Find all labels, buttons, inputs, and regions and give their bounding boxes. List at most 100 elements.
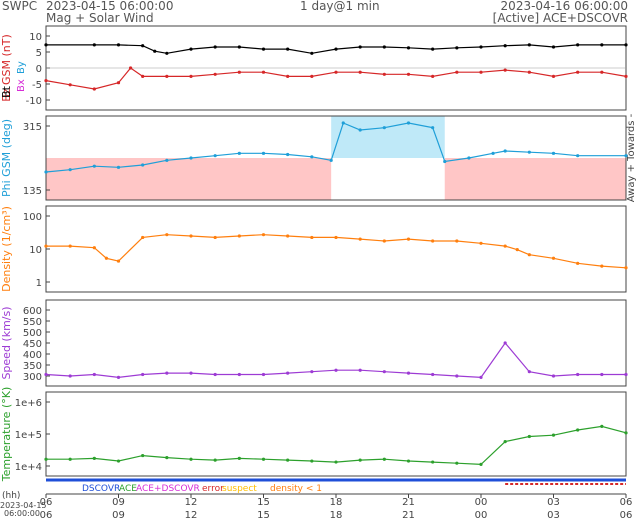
data-point-temperature — [68, 457, 72, 461]
time-tick-label: 12 — [185, 497, 198, 508]
source-legend-item: density < 1 — [270, 484, 322, 494]
time-tick-label: 03 — [547, 497, 560, 508]
data-point-speed — [310, 370, 314, 374]
data-point-density — [92, 246, 96, 250]
time-tick-label: 06 — [40, 497, 53, 508]
data-point-bz-gsm — [310, 74, 314, 78]
panel-frame-density — [45, 205, 627, 293]
data-point-temperature — [624, 431, 628, 435]
data-point-speed — [165, 371, 169, 375]
data-point-phi-gsm — [358, 128, 362, 132]
time-axis-date: 2023-04-15 — [0, 501, 47, 510]
data-point-bt — [165, 51, 169, 55]
data-point-density — [455, 239, 459, 243]
data-point-bz-gsm — [479, 70, 483, 74]
data-point-density — [165, 233, 169, 237]
data-point-bt — [261, 47, 266, 51]
data-point-bz-gsm — [68, 83, 72, 87]
data-point-temperature — [406, 459, 411, 463]
data-point-density — [431, 239, 435, 243]
data-point-bz-gsm — [551, 74, 556, 78]
data-point-bt — [358, 45, 362, 49]
data-point-density — [44, 244, 48, 248]
data-point-density — [600, 264, 604, 268]
data-point-speed — [116, 375, 121, 379]
data-point-density — [286, 234, 290, 238]
data-point-bt — [237, 45, 241, 49]
data-source: [Active] ACE+DSCOVR — [492, 11, 628, 25]
data-point-phi-gsm — [116, 165, 121, 169]
data-point-speed — [551, 374, 556, 378]
data-point-bt — [551, 45, 556, 49]
data-point-density — [141, 235, 145, 240]
data-point-bt — [503, 44, 507, 48]
data-point-phi-gsm — [165, 158, 169, 162]
data-point-bt — [455, 46, 459, 50]
data-point-speed — [455, 374, 459, 378]
data-point-bz-gsm — [382, 72, 386, 76]
data-point-speed — [503, 341, 507, 345]
data-point-phi-gsm — [576, 154, 580, 158]
data-point-temperature — [286, 458, 290, 462]
data-point-bt — [382, 45, 386, 49]
source-legend-item: ACE+DSCOVR — [136, 484, 200, 494]
data-point-bz-gsm — [455, 70, 459, 74]
source-legend-item: suspect — [222, 484, 257, 494]
data-point-speed — [600, 372, 604, 377]
y-tick-label: 10 — [29, 32, 42, 43]
data-point-density — [515, 248, 519, 252]
data-point-bt — [527, 43, 531, 47]
data-point-density — [261, 233, 266, 237]
y-tick-label: 10 — [29, 245, 42, 256]
data-point-density — [479, 241, 483, 245]
start-time: 2023-04-15 06:00:00 — [46, 0, 174, 13]
data-point-phi-gsm — [261, 151, 266, 155]
data-point-bz-gsm — [213, 72, 217, 76]
phi-towards-region — [444, 158, 626, 200]
data-point-bz-gsm — [92, 87, 96, 91]
data-point-bt — [431, 47, 435, 51]
y-tick-label: 1 — [36, 278, 42, 289]
y-tick-label: 500 — [23, 328, 42, 339]
time-tick-label-bottom: 12 — [185, 510, 198, 520]
data-point-temperature — [431, 460, 435, 464]
data-point-bz-gsm — [503, 68, 507, 72]
data-point-speed — [44, 372, 48, 377]
data-point-phi-gsm — [503, 149, 507, 153]
data-point-phi-gsm — [431, 126, 435, 130]
data-point-bt — [406, 46, 411, 50]
away-towards-label: Away + Towards - — [626, 113, 637, 202]
axis-label-phi: Phi GSM (deg) — [0, 119, 13, 197]
time-tick-label: 00 — [475, 497, 488, 508]
data-point-temperature — [576, 428, 580, 432]
source-legend-item: DSCOVR — [82, 484, 120, 494]
data-point-phi-gsm — [92, 164, 96, 168]
data-point-bt — [479, 45, 483, 49]
y-tick-label: 300 — [23, 372, 42, 383]
data-point-temperature — [165, 456, 169, 460]
y-tick-label: 135 — [23, 186, 42, 197]
series-line-phi-gsm — [45, 122, 626, 173]
y-tick-label: -5 — [32, 80, 42, 91]
series-line-bz-gsm — [45, 67, 627, 90]
data-point-phi-gsm — [491, 151, 495, 155]
data-point-bt — [116, 43, 121, 47]
data-point-bz-gsm — [237, 70, 241, 74]
data-point-temperature — [479, 462, 483, 466]
y-tick-label: 5 — [36, 48, 42, 59]
data-point-density — [310, 235, 314, 240]
data-point-bz-gsm — [334, 70, 338, 74]
data-point-speed — [68, 374, 72, 378]
data-point-bz-gsm — [600, 70, 604, 74]
data-point-bz-gsm — [576, 70, 580, 74]
y-tick-label: 450 — [23, 339, 42, 350]
data-point-density — [406, 237, 411, 241]
data-point-density — [189, 234, 193, 238]
data-point-phi-gsm — [213, 154, 217, 158]
data-point-bz-gsm — [406, 72, 411, 76]
data-point-phi-gsm — [329, 158, 333, 162]
data-point-speed — [406, 371, 411, 375]
data-point-temperature — [116, 459, 121, 463]
series-line-speed — [45, 342, 626, 379]
data-point-speed — [92, 372, 96, 377]
